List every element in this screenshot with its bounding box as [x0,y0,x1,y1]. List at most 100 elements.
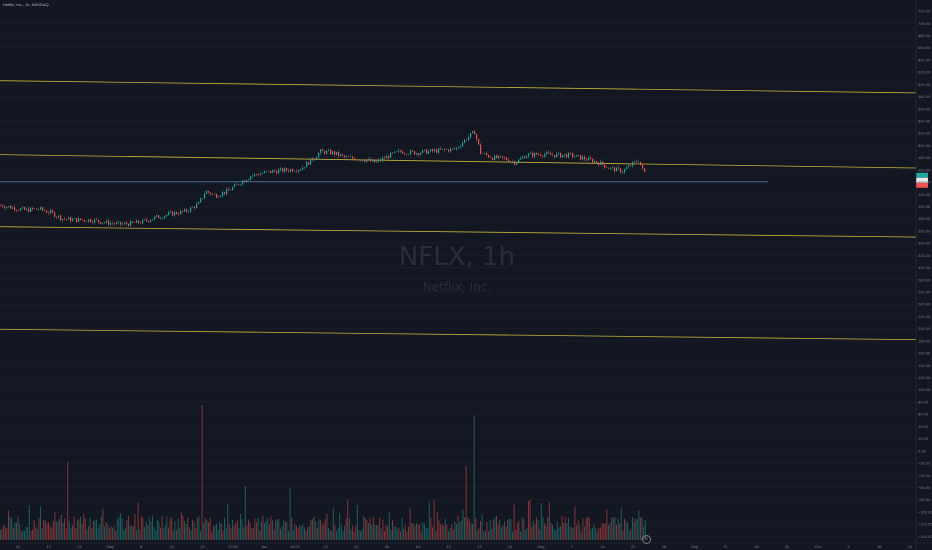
volume-bar [550,522,552,540]
price-label-low [916,182,928,188]
volume-bar [147,525,149,540]
volume-bar [44,520,46,540]
candle-body [566,154,568,158]
trendlines[interactable] [0,80,917,341]
volume-bar [307,527,309,540]
candle-body [418,153,420,155]
volume-bar [80,516,81,540]
volume-bar [627,522,629,540]
candle-body [30,207,32,212]
volume-bar [510,519,512,540]
volume-bar [156,520,158,540]
volume-bar [123,530,125,540]
volume-bar [38,517,40,540]
volume-bar [560,526,561,540]
candle-body [88,219,90,222]
volume-bar [595,527,597,540]
volume-bar [377,524,379,540]
candle-body [24,207,26,210]
price-axis[interactable]: 720.00 700.00 680.00 660.00 640.00 620.00 600.… [915,0,932,550]
volume-bar [332,508,334,540]
candle-body [446,149,448,150]
candle-body [602,161,604,165]
volume-bar [243,526,245,540]
candle-body [462,142,464,147]
volume-bar [403,528,405,540]
volume-bar [228,524,230,540]
volume-bar [553,529,555,540]
volume-bar [9,517,11,540]
candle-body [354,158,356,161]
candle-body [128,224,130,226]
y-tick-label: 480.00 [918,155,931,160]
volume-bar [30,531,32,540]
volume-bar [201,405,203,540]
volume-bar [184,521,185,540]
volume-bar [433,499,435,540]
candle-body [218,196,220,198]
trendline [0,328,917,341]
volume-bar [382,519,384,540]
candle-body [362,159,364,161]
volume-bar [337,528,339,540]
candle-body [114,223,116,225]
x-tick-label: Jun [261,544,267,549]
candle-body [140,222,142,224]
volume-bar [580,531,582,540]
candle-body [638,161,640,163]
volume-bar [468,519,470,540]
time-axis[interactable]: 10 17 24 May 8 15 22 10:00 Jun 10:00 12 20 26 Jul 10 17… [0,542,932,549]
candle-body [110,223,112,225]
symbol-legend[interactable]: Netflix, Inc., 1h, NASDAQ [3,2,49,7]
candle-body [360,159,362,161]
volume-bar [563,523,565,540]
volume-bar [505,526,507,540]
volume-bar [569,526,571,540]
y-tick-label: 520.00 [918,131,931,136]
candle-body [184,209,186,212]
candle-body [100,221,102,224]
volume-bar [393,526,395,540]
volume-bar [395,526,397,540]
y-tick-label: 420.00 [918,192,931,197]
volume-bar [240,514,241,540]
volume-bar [515,530,517,540]
x-tick-label: Sep [691,544,699,549]
candle-body [290,169,292,172]
volume-bar [169,519,171,540]
volume-bar [83,514,85,540]
y-tick-label: 60.00 [918,412,929,417]
volume-bar [284,521,286,540]
candle-body [486,153,488,155]
candle-body [276,171,278,174]
candle-body [344,155,346,157]
volume-bar [224,517,225,540]
candle-body [0,205,2,206]
candle-body [168,212,170,215]
volume-bar [100,516,102,540]
volume-bar [0,530,1,540]
volume-bar [262,515,264,540]
volume-bar [72,525,73,540]
volume-bar [3,524,5,540]
candle-body [142,219,144,224]
candle-body [468,137,470,141]
volume-bar [340,525,342,540]
candle-body [538,154,540,156]
candle-body [314,158,316,161]
volume-bar [57,520,59,540]
volume-bar [238,527,240,540]
candle-body [8,206,10,207]
candle-body [4,206,6,209]
volume-bar [153,526,155,540]
volume-bar [24,530,25,540]
volume-bar [460,520,462,540]
volume-bar [190,530,192,540]
candle-body [38,209,40,210]
scroll-to-realtime-icon[interactable]: ↻ [642,535,651,544]
x-tick-label: 25 [785,544,790,549]
volume-bar [404,524,406,540]
candle-body [138,220,140,223]
candle-body [306,162,308,168]
